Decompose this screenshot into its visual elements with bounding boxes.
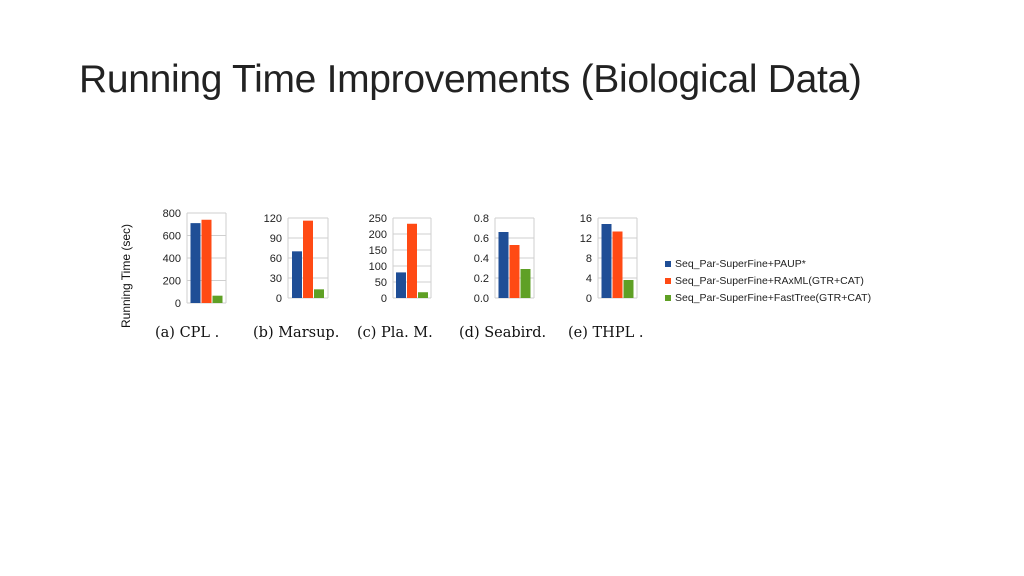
chart-caption: (b) Marsup. [253,325,339,341]
y-tick-label: 4 [586,273,592,285]
legend-item-paup: Seq_Par-SuperFine+PAUP* [665,255,871,272]
y-tick-label: 0.0 [474,293,489,305]
chart-caption: (e) THPL . [568,325,643,341]
y-tick-label: 0.4 [474,253,489,265]
y-tick-label: 60 [270,253,282,265]
y-tick-label: 16 [580,213,592,225]
bar-fasttree [418,292,428,298]
legend-item-fasttree: Seq_Par-SuperFine+FastTree(GTR+CAT) [665,289,871,306]
y-tick-label: 12 [580,233,592,245]
bar-raxml [509,245,520,298]
y-tick-label: 200 [163,276,181,288]
y-tick-label: 150 [369,245,387,257]
bar-paup [601,224,612,298]
bar-paup [498,232,509,298]
y-tick-label: 250 [369,213,387,225]
y-tick-label: 800 [163,208,181,220]
y-tick-label: 120 [264,213,282,225]
y-tick-label: 100 [369,261,387,273]
legend-swatch-fasttree [665,294,671,301]
y-tick-label: 90 [270,233,282,245]
y-tick-label: 0 [586,293,592,305]
bar-fasttree [314,289,324,298]
legend-label-fasttree: Seq_Par-SuperFine+FastTree(GTR+CAT) [675,291,872,304]
chart-legend: Seq_Par-SuperFine+PAUP* Seq_Par-SuperFin… [665,255,871,306]
bar-raxml [407,223,417,298]
legend-swatch-paup [665,260,671,267]
legend-swatch-raxml [665,277,671,284]
legend-label-raxml: Seq_Par-SuperFine+RAxML(GTR+CAT) [675,274,864,287]
y-tick-label: 0.2 [474,273,489,285]
bar-raxml [201,219,212,303]
bar-paup [292,251,302,298]
chart-caption: (c) Pla. M. [357,325,433,341]
y-tick-label: 0 [175,298,181,310]
y-tick-label: 50 [375,277,387,289]
y-tick-label: 400 [163,253,181,265]
y-tick-label: 8 [586,253,592,265]
bar-paup [396,272,406,298]
y-tick-label: 30 [270,273,282,285]
legend-item-raxml: Seq_Par-SuperFine+RAxML(GTR+CAT) [665,272,871,289]
chart-caption: (d) Seabird. [459,325,546,341]
bar-paup [190,223,201,303]
bar-raxml [612,231,623,298]
bar-fasttree [212,295,223,303]
y-tick-label: 200 [369,229,387,241]
y-tick-label: 600 [163,231,181,243]
bar-fasttree [623,280,634,298]
y-tick-label: 0.6 [474,233,489,245]
y-tick-label: 0 [276,293,282,305]
legend-label-paup: Seq_Par-SuperFine+PAUP* [675,257,806,270]
bar-raxml [303,220,313,298]
y-tick-label: 0.8 [474,213,489,225]
chart-caption: (a) CPL . [155,325,219,341]
y-tick-label: 0 [381,293,387,305]
slide-title: Running Time Improvements (Biological Da… [79,58,862,101]
bar-fasttree [520,269,531,298]
